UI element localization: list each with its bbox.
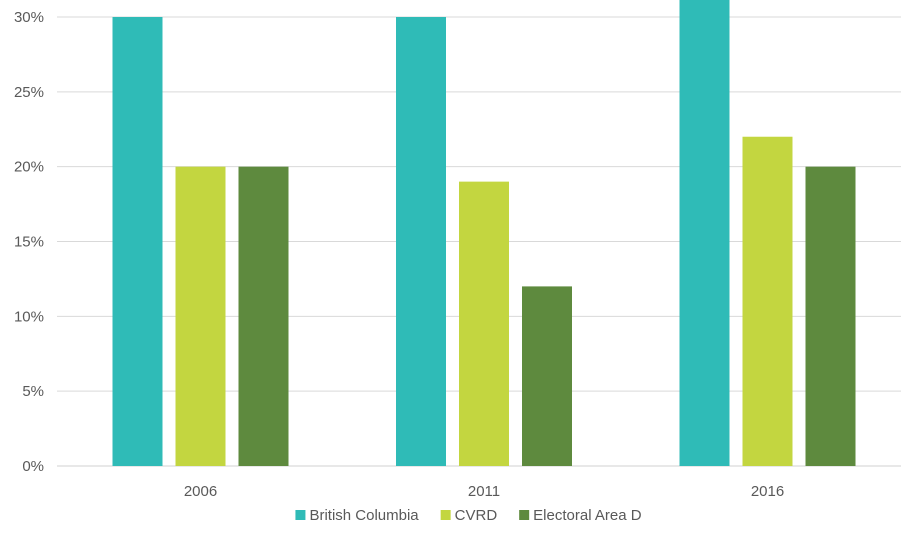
bars bbox=[112, 0, 856, 466]
bar-british-columbia-2006 bbox=[112, 17, 163, 466]
y-tick-label: 25% bbox=[14, 84, 44, 101]
x-tick-label: 2006 bbox=[184, 483, 217, 500]
legend-label: CVRD bbox=[455, 507, 498, 524]
y-tick-label: 0% bbox=[22, 458, 44, 475]
bar-electoral-area-d-2011 bbox=[522, 286, 572, 466]
y-tick-label: 5% bbox=[22, 383, 44, 400]
bar-electoral-area-d-2006 bbox=[238, 166, 289, 466]
y-tick-label: 15% bbox=[14, 234, 44, 251]
y-tick-label: 30% bbox=[14, 9, 44, 26]
bar-british-columbia-2011 bbox=[396, 17, 446, 466]
legend: British Columbia CVRD Electoral Area D bbox=[295, 507, 642, 524]
legend-swatch-british-columbia bbox=[295, 510, 306, 520]
bar-british-columbia-2016 bbox=[679, 0, 730, 466]
x-tick-label: 2011 bbox=[468, 483, 500, 500]
bar-cvrd-2006 bbox=[175, 166, 226, 466]
axes: 0% 5% 10% 15% 20% 25% 30% 2006 2011 2016 bbox=[14, 9, 784, 500]
y-tick-label: 20% bbox=[14, 159, 44, 176]
bar-electoral-area-d-2016 bbox=[805, 166, 856, 466]
x-tick-label: 2016 bbox=[751, 483, 784, 500]
legend-label: Electoral Area D bbox=[533, 507, 642, 524]
y-tick-label: 10% bbox=[14, 308, 44, 325]
legend-swatch-electoral-area-d bbox=[519, 510, 530, 520]
legend-swatch-cvrd bbox=[440, 510, 451, 520]
bar-cvrd-2016 bbox=[742, 136, 793, 466]
legend-label: British Columbia bbox=[309, 507, 419, 524]
bar-cvrd-2011 bbox=[459, 181, 509, 466]
